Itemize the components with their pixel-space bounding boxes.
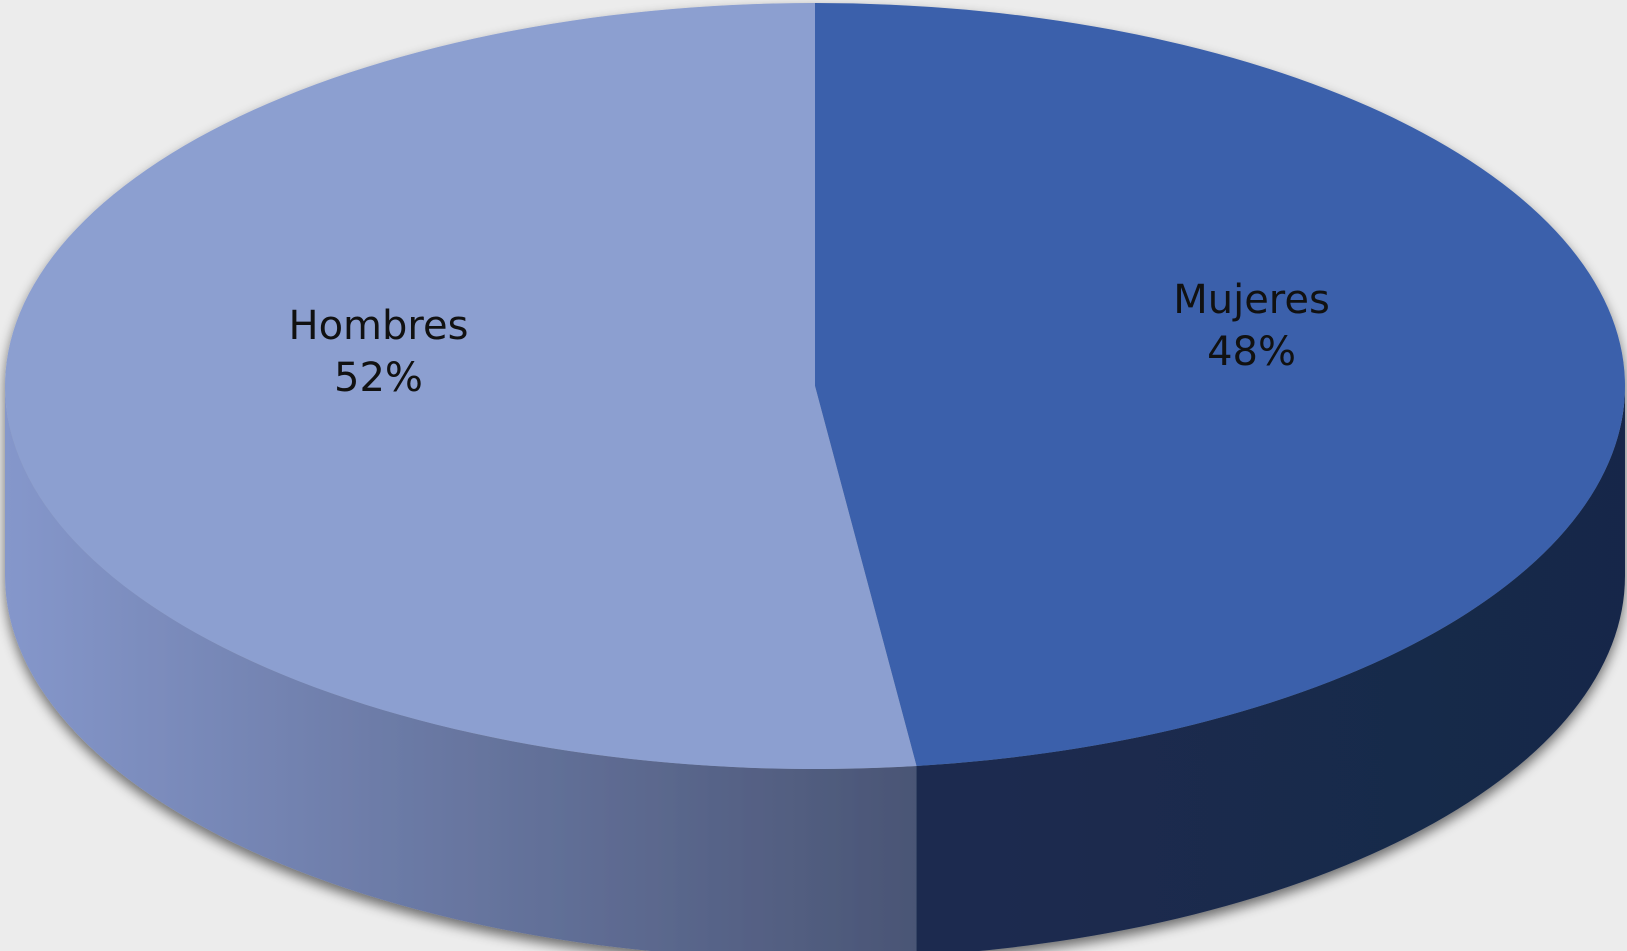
slice-value-mujeres: 48% — [1207, 329, 1296, 375]
slice-value-hombres: 52% — [334, 355, 423, 401]
pie-side-hombres — [5, 386, 917, 951]
pie-side-mujeres — [916, 386, 1625, 951]
pie-slice-hombres — [5, 3, 917, 769]
slice-label-hombres: Hombres — [289, 303, 469, 349]
pie-slice-mujeres — [815, 3, 1626, 766]
slice-label-mujeres: Mujeres — [1173, 277, 1330, 323]
